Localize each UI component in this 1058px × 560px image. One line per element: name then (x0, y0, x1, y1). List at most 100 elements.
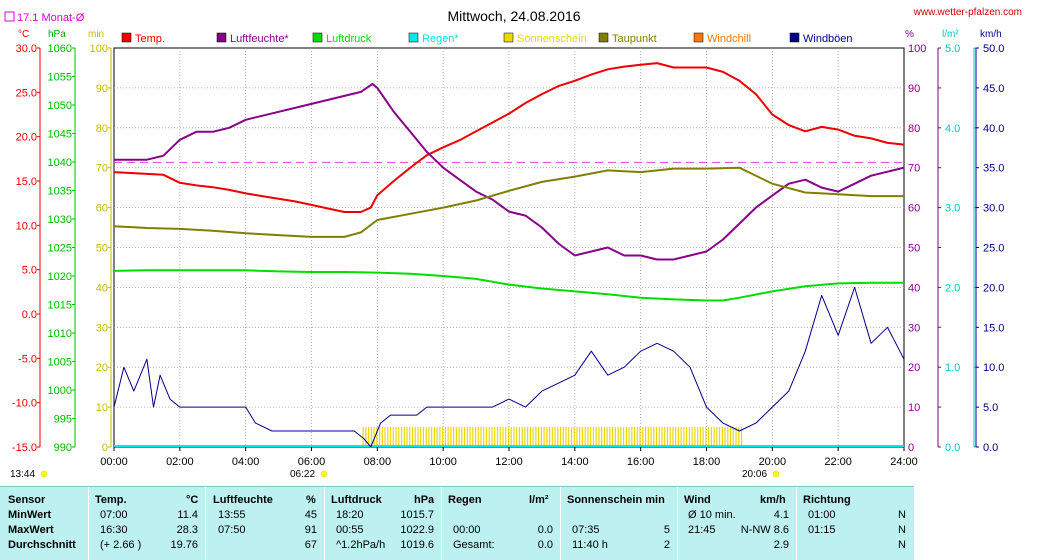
sunshine-bar (647, 427, 649, 447)
sunshine-bar (389, 427, 392, 447)
website-label[interactable]: www.wetter-pfalzen.com (913, 7, 1022, 18)
sunshine-bar (543, 427, 545, 447)
sunshine-bar (488, 427, 490, 447)
sun_min-tick-label: 90 (96, 83, 108, 95)
x-tick-label: 10:00 (429, 456, 457, 468)
legend-swatch (693, 32, 704, 43)
wind_kmh-tick-label: 25.0 (983, 243, 1004, 255)
legend-label: Temp. (135, 33, 165, 45)
unit-temp: °C (18, 29, 29, 40)
sunshine-bar (546, 427, 548, 447)
sunshine-bar (551, 427, 553, 447)
humidity_pct-tick-label: 50 (908, 243, 920, 255)
series-line (113, 286, 905, 448)
sunshine-bar (483, 427, 485, 447)
monthly-avg-label: 17.1 Monat-Ø (17, 12, 85, 24)
sunshine-bar (518, 427, 521, 447)
sunshine-bar (527, 427, 529, 447)
sunshine-bar (579, 427, 581, 447)
legend-label: Luftdruck (326, 33, 372, 45)
hdr-rain: Regen (448, 494, 482, 506)
sunshine-bar (568, 427, 570, 447)
sunshine-bar (548, 427, 551, 447)
sunshine-bar (639, 427, 641, 447)
sunshine-bar (570, 427, 573, 447)
sun_min-tick-label: 0 (102, 442, 108, 454)
stat-dir-val: N (898, 524, 906, 536)
rain_lm2-tick-label: 3.0 (945, 203, 960, 215)
stat-wind-val: 2.9 (773, 539, 789, 551)
x-tick-label: 16:00 (627, 456, 655, 468)
pressure_hpa-tick-label: 1060 (48, 43, 72, 55)
sunshine-bar (718, 427, 721, 447)
stat-press-val: 1019.6 (400, 539, 434, 551)
sunshine-bar (455, 427, 457, 447)
sunshine-bar (576, 427, 578, 447)
sunshine-bar (573, 427, 575, 447)
legend-swatch (789, 32, 800, 43)
stat-press-val: 1015.7 (400, 509, 434, 521)
wind_kmh-tick-label: 40.0 (983, 123, 1004, 135)
sunshine-bar (727, 427, 729, 447)
legend-label: Taupunkt (612, 33, 657, 45)
sunshine-bar (584, 427, 586, 447)
pressure_hpa-tick-label: 1005 (48, 357, 72, 369)
sunshine-bar (680, 427, 682, 447)
sunshine-bar (472, 427, 474, 447)
wind_kmh-tick-label: 0.0 (983, 442, 998, 454)
stat-sun-time: 07:35 (572, 524, 600, 536)
wind_kmh-tick-label: 30.0 (983, 203, 1004, 215)
stat-hum-time: 13:55 (218, 509, 246, 521)
stat-hum-time: 07:50 (218, 524, 246, 536)
x-tick-label: 02:00 (166, 456, 194, 468)
temp_c-tick-label: -5.0 (18, 353, 37, 365)
sunshine-bar (466, 427, 468, 447)
sunshine-bar (362, 427, 364, 447)
stats-col-divider (796, 487, 797, 560)
temp_c-tick-label: 15.0 (16, 176, 37, 188)
sun_min-tick-label: 100 (90, 43, 108, 55)
sunshine-bar (477, 427, 479, 447)
rain_lm2-tick-label: 2.0 (945, 282, 960, 294)
sunshine-bar (636, 427, 638, 447)
pressure_hpa-tick-label: 1045 (48, 129, 72, 141)
hdr-temp: Temp. (95, 494, 127, 506)
temp_c-tick-label: 10.0 (16, 220, 37, 232)
sunshine-bar (557, 427, 559, 447)
sunshine-bar (699, 427, 701, 447)
stat-hum-val: 67 (304, 539, 317, 551)
sunshine-bar (458, 427, 460, 447)
unit-wind: km/h (980, 29, 1002, 40)
sun_min-tick-label: 80 (96, 123, 108, 135)
sunshine-bar (664, 427, 666, 447)
hdr-rain-unit: l/m² (529, 494, 549, 506)
sunshine-bar (612, 427, 614, 447)
sunshine-bar (365, 427, 367, 447)
sunshine-bar (409, 427, 411, 447)
sunshine-bar (392, 427, 394, 447)
humidity_pct-tick-label: 0 (908, 442, 914, 454)
sunrise-icon (320, 470, 328, 478)
legend-swatch (312, 32, 323, 43)
sunshine-bar (672, 427, 674, 447)
sunshine-bar (516, 427, 518, 447)
chart-title: Mittwoch, 24.08.2016 (447, 8, 580, 24)
stat-press-val: 1022.9 (400, 524, 434, 536)
sunshine-bar (480, 427, 482, 447)
stats-col-divider (88, 487, 89, 560)
sunshine-bar (378, 427, 381, 447)
stat-temp-time: 07:00 (100, 509, 128, 521)
temp_c-tick-label: 30.0 (16, 43, 37, 55)
sunshine-bar (559, 427, 562, 447)
sunshine-bar (708, 427, 710, 447)
stat-label: MinWert (8, 509, 52, 521)
stat-label: MaxWert (8, 524, 54, 536)
rain_lm2-tick-label: 0.0 (945, 442, 960, 454)
sunshine-bar (623, 427, 625, 447)
humidity_pct-tick-label: 80 (908, 123, 920, 135)
pressure_hpa-tick-label: 1025 (48, 243, 72, 255)
x-tick-label: 06:00 (298, 456, 326, 468)
sunshine-bar (554, 427, 556, 447)
legend-swatch (216, 32, 227, 43)
sunshine-bar (675, 427, 677, 447)
